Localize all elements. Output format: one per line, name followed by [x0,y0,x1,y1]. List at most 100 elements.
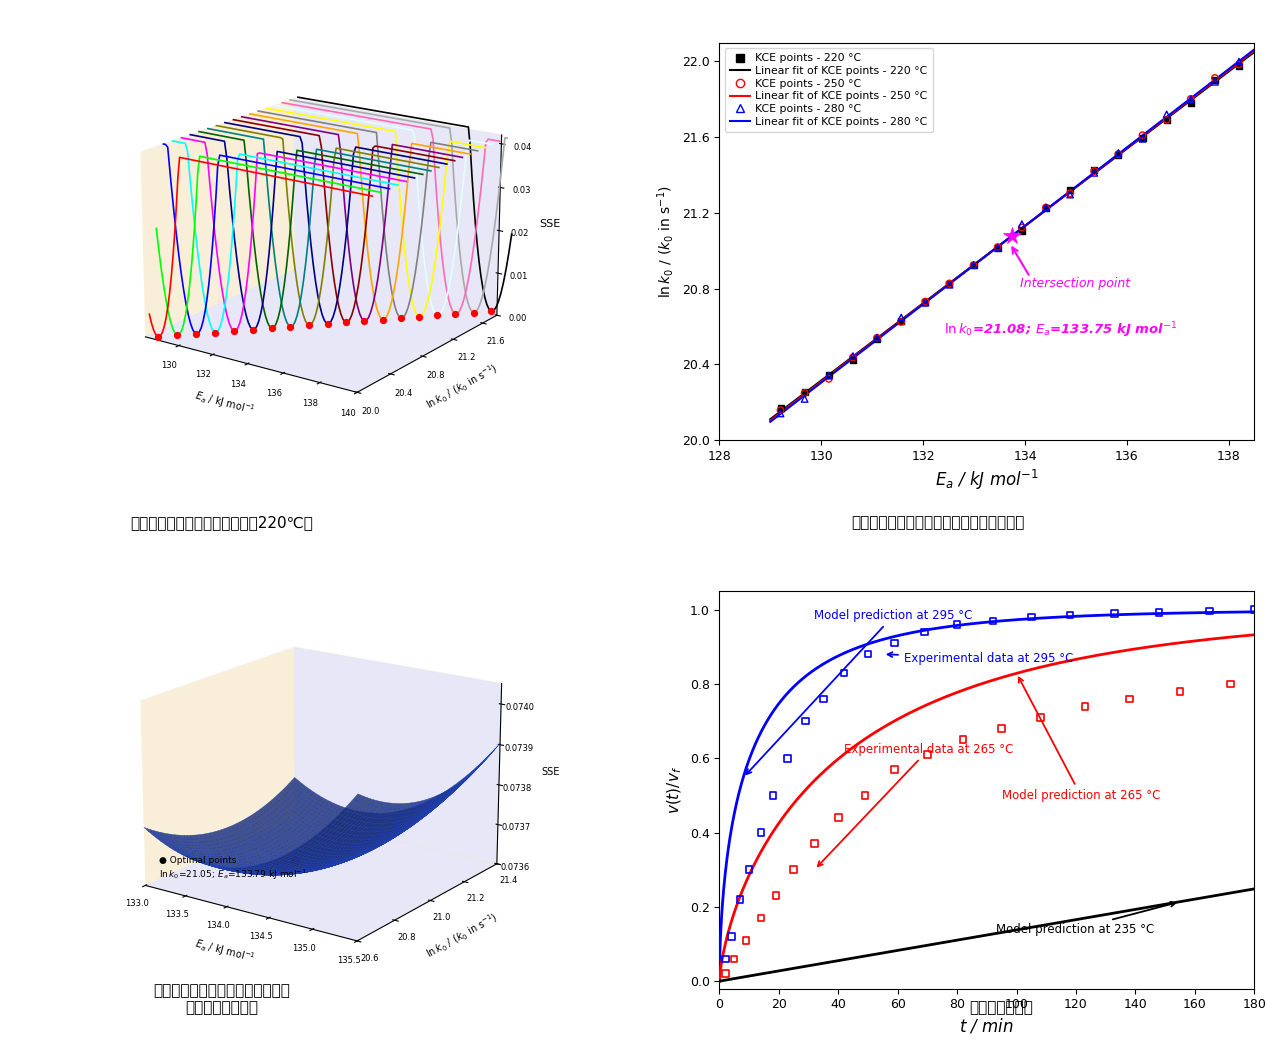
Point [939,276,959,293]
Point [796,712,816,729]
Point [1109,145,1129,162]
Text: 各温度下生物质烘焙的动力学补偿效应分析: 各温度下生物质烘焙的动力学补偿效应分析 [851,516,1024,530]
Point [917,746,938,763]
Y-axis label: $v(t)/v_f$: $v(t)/v_f$ [665,765,684,814]
Text: Model prediction at 295 °C: Model prediction at 295 °C [746,609,973,774]
Point [829,809,849,826]
Point [805,836,825,853]
Point [1060,182,1081,199]
Point [783,861,803,878]
Point [813,690,834,707]
Point [1181,95,1201,112]
Point [915,294,935,311]
Text: Experimental data at 265 °C: Experimental data at 265 °C [817,743,1014,866]
Point [1085,165,1105,182]
Point [1021,609,1041,626]
Point [884,761,905,778]
Point [1229,53,1249,70]
Point [1244,602,1264,619]
Point [751,824,772,841]
X-axis label: $E_a$ / kJ mol$^{-1}$: $E_a$ / kJ mol$^{-1}$ [193,388,256,419]
Point [763,787,783,804]
Point [867,331,887,348]
Point [818,366,839,383]
Point [1060,607,1081,624]
Text: 同时考虑多个温度下烘焙实验数据
的动力学解析结果: 同时考虑多个温度下烘焙实验数据 的动力学解析结果 [153,983,290,1015]
Point [891,313,911,330]
Point [867,330,887,347]
Point [939,276,959,293]
Point [818,367,839,384]
Point [983,612,1003,629]
Point [1030,709,1050,726]
Point [1181,90,1201,107]
Y-axis label: $\ln k_0$ / ($k_0$ in s$^{-1}$): $\ln k_0$ / ($k_0$ in s$^{-1}$) [424,361,502,414]
Text: 模型预测及验证: 模型预测及验证 [969,1000,1033,1015]
Point [1085,162,1105,179]
Point [770,405,791,422]
Point [1060,185,1081,202]
Point [1133,131,1153,148]
Point [1205,71,1225,88]
Point [765,888,786,905]
Point [834,664,854,681]
Point [770,400,791,417]
Point [739,861,759,878]
Point [1205,73,1225,90]
Y-axis label: $\ln k_0$ / ($k_0$ in s$^{-1}$): $\ln k_0$ / ($k_0$ in s$^{-1}$) [655,185,677,298]
Point [987,238,1007,255]
Point [715,950,735,967]
X-axis label: $E_a$ / kJ mol$^{-1}$: $E_a$ / kJ mol$^{-1}$ [935,469,1039,492]
Point [992,720,1012,737]
Point [1149,604,1169,621]
Text: Experimental data at 295 °C: Experimental data at 295 °C [888,652,1073,664]
Point [1036,199,1057,216]
Point [1119,690,1139,707]
Point [1105,605,1125,622]
Point [1205,69,1225,86]
Point [736,932,756,949]
Point [946,617,967,634]
Point [1109,147,1129,164]
Text: 生物质烘焙实验数据解析示例（220℃）: 生物质烘焙实验数据解析示例（220℃） [131,516,313,530]
Text: $\ln k_0$=21.08; $E_a$=133.75 kJ mol$^{-1}$: $\ln k_0$=21.08; $E_a$=133.75 kJ mol$^{-… [944,320,1177,340]
Point [963,256,983,273]
Point [843,348,863,365]
Point [715,965,735,982]
Text: Model prediction at 235 °C: Model prediction at 235 °C [996,901,1176,935]
Point [987,239,1007,256]
Point [953,731,973,748]
Point [1169,682,1190,699]
Point [1036,200,1057,217]
Point [794,385,815,402]
X-axis label: $E_a$ / kJ mol$^{-1}$: $E_a$ / kJ mol$^{-1}$ [193,937,256,967]
Point [818,370,839,387]
Point [770,402,791,419]
Point [1229,57,1249,74]
Point [730,891,750,908]
Point [855,787,875,804]
Point [1012,216,1033,233]
Point [963,256,983,273]
Point [794,384,815,401]
Y-axis label: $\ln k_0$ / ($k_0$ in s$^{-1}$): $\ln k_0$ / ($k_0$ in s$^{-1}$) [424,910,502,962]
Point [1074,697,1095,714]
Point [843,352,863,369]
Point [963,256,983,273]
Point [939,275,959,292]
Point [1157,106,1177,123]
Point [1060,186,1081,203]
Point [1012,222,1033,239]
Point [751,910,772,927]
Point [1085,163,1105,180]
Point [858,645,878,662]
Point [1157,111,1177,128]
Point [1200,603,1220,620]
Point [778,749,798,766]
Text: Model prediction at 265 °C: Model prediction at 265 °C [1002,677,1161,803]
Point [915,623,935,640]
Point [1012,219,1033,236]
Point [1109,146,1129,163]
Text: Intersection point: Intersection point [1020,276,1130,290]
Point [1036,199,1057,216]
